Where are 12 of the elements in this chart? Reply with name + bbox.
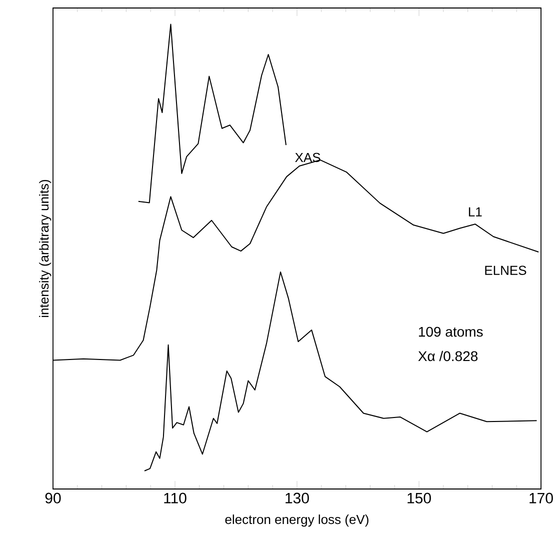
x-tick-label: 110	[164, 492, 186, 504]
y-axis-title: intensity (arbitrary units)	[39, 180, 52, 317]
x-tick-label: 130	[286, 492, 309, 504]
annotation: 109 atoms	[418, 326, 483, 337]
series-label: XAS	[295, 152, 320, 162]
x-tick-label: 90	[45, 492, 61, 504]
annotation: L1	[468, 207, 482, 216]
x-tick-label: 170	[530, 492, 553, 504]
series-label: ELNES	[485, 266, 526, 275]
x-tick-label: 150	[408, 492, 431, 504]
x-axis-title: electron energy loss (eV)	[225, 514, 368, 527]
annotation: Xα /0.828	[418, 350, 478, 362]
